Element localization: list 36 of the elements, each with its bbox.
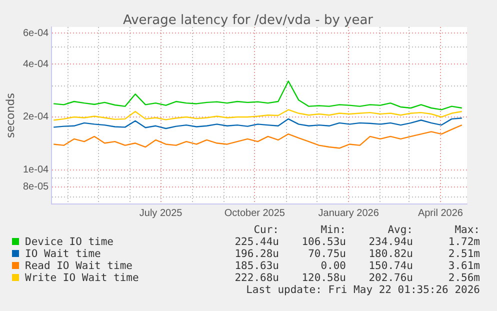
legend-label: IO Wait time — [24, 248, 102, 260]
text: 196.28u — [234, 248, 279, 260]
legend-label: Device IO time — [24, 236, 115, 248]
y-tick-label: 6e-04 — [23, 28, 50, 39]
text: Max: — [454, 224, 480, 236]
x-tick-label: October 2025 — [224, 208, 286, 219]
text: 225.44u — [234, 236, 279, 248]
text: 185.63u — [234, 260, 279, 272]
y-tick-label: 2e-04 — [23, 112, 50, 123]
text: 150.74u — [368, 260, 413, 272]
text: Last update: Fri May 22 01:35:26 2026 — [245, 284, 480, 296]
legend-label: Read IO Wait time — [24, 260, 134, 272]
legend-label: Write IO Wait time — [24, 272, 140, 284]
text: 2.56m — [447, 272, 480, 284]
text: 106.53u — [300, 236, 346, 248]
text: 120.58u — [300, 272, 346, 284]
y-axis-title: seconds — [4, 92, 17, 138]
y-tick-label: 4e-04 — [23, 58, 50, 70]
text: 3.61m — [447, 260, 480, 272]
text: 180.82u — [368, 248, 413, 260]
text: 1.72m — [447, 236, 480, 248]
x-tick-label: April 2026 — [418, 208, 464, 219]
y-tick-label: 8e-05 — [23, 182, 50, 193]
text: 222.68u — [234, 272, 279, 284]
text: 202.76u — [368, 272, 413, 284]
y-tick-label: 1e-04 — [23, 164, 50, 176]
x-tick-label: January 2026 — [318, 208, 380, 219]
text: 70.75u — [307, 248, 346, 260]
text: 0.00 — [320, 260, 346, 272]
chart-title: Average latency for /dev/vda - by year — [122, 13, 374, 28]
text: Min: — [320, 224, 346, 236]
text: Cur: — [252, 224, 279, 236]
text: 234.94u — [368, 236, 413, 248]
text: Avg: — [386, 224, 413, 236]
text: 2.51m — [447, 248, 480, 260]
x-tick-label: July 2025 — [139, 208, 183, 219]
